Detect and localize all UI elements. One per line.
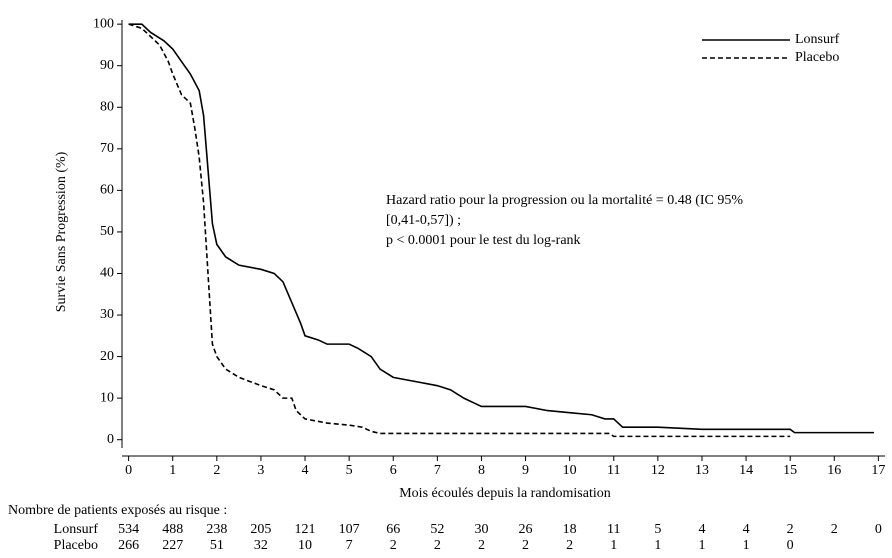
risk-count: 205 (250, 522, 271, 537)
risk-count: 11 (607, 522, 620, 537)
y-axis-label: Survie Sans Progression (%) (54, 151, 69, 312)
x-tick-label: 12 (651, 463, 665, 478)
risk-row-label: Placebo (54, 538, 98, 553)
y-tick-label: 40 (100, 266, 114, 281)
survival-curve (128, 23, 874, 434)
risk-count: 26 (519, 522, 533, 537)
y-tick-label: 0 (107, 432, 114, 447)
risk-count: 2 (390, 538, 397, 553)
risk-count: 227 (162, 538, 183, 553)
x-tick-label: 14 (739, 463, 753, 478)
risk-count: 66 (386, 522, 400, 537)
risk-count: 30 (474, 522, 488, 537)
risk-count: 10 (298, 538, 312, 553)
x-axis-label: Mois écoulés depuis la randomisation (399, 486, 611, 501)
survival-curve (128, 23, 791, 438)
x-tick-label: 15 (783, 463, 797, 478)
y-tick-label: 100 (93, 16, 114, 31)
risk-count: 2 (831, 522, 838, 537)
y-tick-label: 80 (100, 99, 114, 114)
risk-count: 5 (654, 522, 661, 537)
risk-count: 4 (743, 522, 750, 537)
risk-row-label: Lonsurf (54, 522, 99, 537)
risk-count: 32 (254, 538, 268, 553)
risk-count: 0 (875, 522, 882, 537)
x-tick-label: 2 (213, 463, 220, 478)
risk-count: 488 (162, 522, 183, 537)
risk-count: 2 (478, 538, 485, 553)
annotation: p < 0.0001 pour le test du log-rank (386, 233, 581, 248)
risk-count: 2 (566, 538, 573, 553)
y-tick-label: 10 (100, 390, 114, 405)
risk-count: 1 (654, 538, 661, 553)
y-tick-label: 90 (100, 58, 114, 73)
y-tick-label: 50 (100, 224, 114, 239)
risk-count: 1 (698, 538, 705, 553)
x-tick-label: 13 (695, 463, 709, 478)
x-tick-label: 10 (563, 463, 577, 478)
x-tick-label: 17 (871, 463, 885, 478)
x-tick-label: 6 (390, 463, 397, 478)
risk-count: 107 (339, 522, 360, 537)
annotation: Hazard ratio pour la progression ou la m… (386, 193, 743, 208)
x-tick-label: 0 (125, 463, 132, 478)
risk-count: 534 (118, 522, 139, 537)
risk-count: 18 (563, 522, 577, 537)
risk-count: 0 (787, 538, 794, 553)
legend-label: Placebo (795, 50, 839, 65)
y-tick-label: 60 (100, 183, 114, 198)
risk-count: 2 (434, 538, 441, 553)
annotation: [0,41-0,57]) ; (386, 213, 461, 228)
x-tick-label: 9 (522, 463, 529, 478)
risk-count: 4 (698, 522, 705, 537)
x-tick-label: 8 (478, 463, 485, 478)
x-tick-label: 1 (169, 463, 176, 478)
legend-label: Lonsurf (795, 32, 840, 47)
x-tick-label: 11 (607, 463, 620, 478)
y-tick-label: 20 (100, 349, 114, 364)
x-tick-label: 7 (434, 463, 441, 478)
risk-count: 2 (787, 522, 794, 537)
y-tick-label: 30 (100, 307, 114, 322)
x-tick-label: 16 (827, 463, 841, 478)
x-tick-label: 3 (257, 463, 264, 478)
x-tick-label: 5 (346, 463, 353, 478)
risk-count: 1 (610, 538, 617, 553)
risk-table-title: Nombre de patients exposés au risque : (8, 503, 227, 518)
risk-count: 51 (210, 538, 224, 553)
risk-count: 7 (346, 538, 353, 553)
y-tick-label: 70 (100, 141, 114, 156)
risk-count: 1 (743, 538, 750, 553)
risk-count: 121 (295, 522, 316, 537)
x-tick-label: 4 (302, 463, 309, 478)
risk-count: 238 (206, 522, 227, 537)
risk-count: 52 (430, 522, 444, 537)
risk-count: 266 (118, 538, 139, 553)
risk-count: 2 (522, 538, 529, 553)
